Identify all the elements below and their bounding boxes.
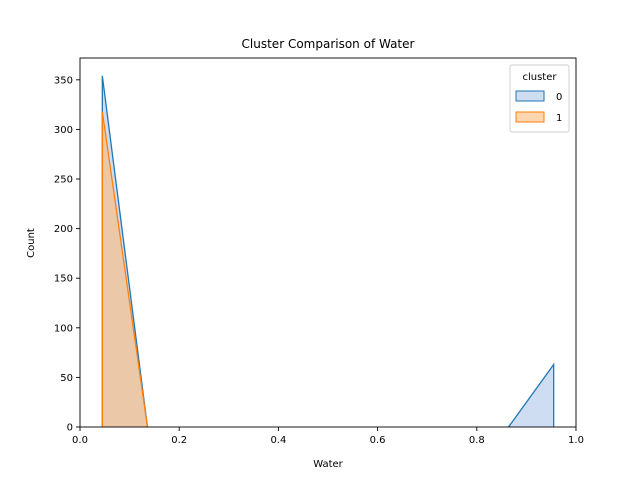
y-axis-label: Count: [26, 228, 37, 258]
legend-title: cluster: [522, 72, 557, 83]
y-tick-label: 50: [60, 373, 73, 384]
x-tick-label: 0.6: [370, 435, 386, 446]
legend-label-0: 0: [556, 92, 562, 103]
y-tick-label: 350: [54, 75, 73, 86]
x-tick-label: 0.8: [469, 435, 485, 446]
legend: cluster 0 1: [509, 64, 570, 133]
series-1-line-0: [101, 111, 149, 428]
x-tick-label: 0.4: [270, 435, 286, 446]
y-tick-label: 250: [54, 175, 73, 186]
legend-swatch-0: [515, 90, 545, 102]
x-axis-label: Water: [313, 459, 343, 470]
x-tick-label: 0.0: [72, 435, 88, 446]
y-tick-label: 100: [54, 323, 73, 334]
x-tick-label: 1.0: [568, 435, 584, 446]
legend-swatch-1: [515, 111, 545, 123]
y-tick-label: 300: [54, 125, 73, 136]
y-tick-label: 200: [54, 224, 73, 235]
axes-frame: [79, 57, 577, 428]
legend-label-1: 1: [556, 113, 562, 124]
x-tick-label: 0.2: [171, 435, 187, 446]
y-tick-label: 150: [54, 274, 73, 285]
chart-title: Cluster Comparison of Water: [242, 37, 415, 51]
y-tick-label: 0: [67, 423, 73, 434]
series-0-line-1: [508, 362, 555, 428]
